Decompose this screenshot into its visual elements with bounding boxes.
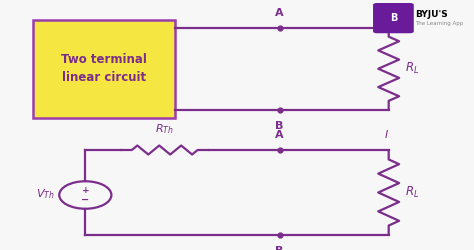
Text: $V_{Th}$: $V_{Th}$ bbox=[36, 187, 55, 201]
Text: $R_{Th}$: $R_{Th}$ bbox=[155, 122, 174, 136]
Text: A: A bbox=[275, 8, 284, 18]
Text: +: + bbox=[82, 186, 89, 195]
Text: $R_L$: $R_L$ bbox=[405, 61, 419, 76]
Text: −: − bbox=[81, 194, 90, 204]
FancyBboxPatch shape bbox=[33, 20, 175, 117]
Text: I: I bbox=[385, 130, 388, 140]
FancyBboxPatch shape bbox=[373, 3, 414, 33]
Text: B: B bbox=[390, 13, 397, 23]
Text: The Learning App: The Learning App bbox=[415, 21, 463, 26]
Text: BYJU'S: BYJU'S bbox=[415, 10, 447, 19]
Text: B: B bbox=[275, 121, 284, 131]
Text: B: B bbox=[275, 246, 284, 250]
Text: Two terminal
linear circuit: Two terminal linear circuit bbox=[61, 53, 147, 84]
Text: $R_L$: $R_L$ bbox=[405, 185, 419, 200]
Text: A: A bbox=[275, 130, 284, 140]
